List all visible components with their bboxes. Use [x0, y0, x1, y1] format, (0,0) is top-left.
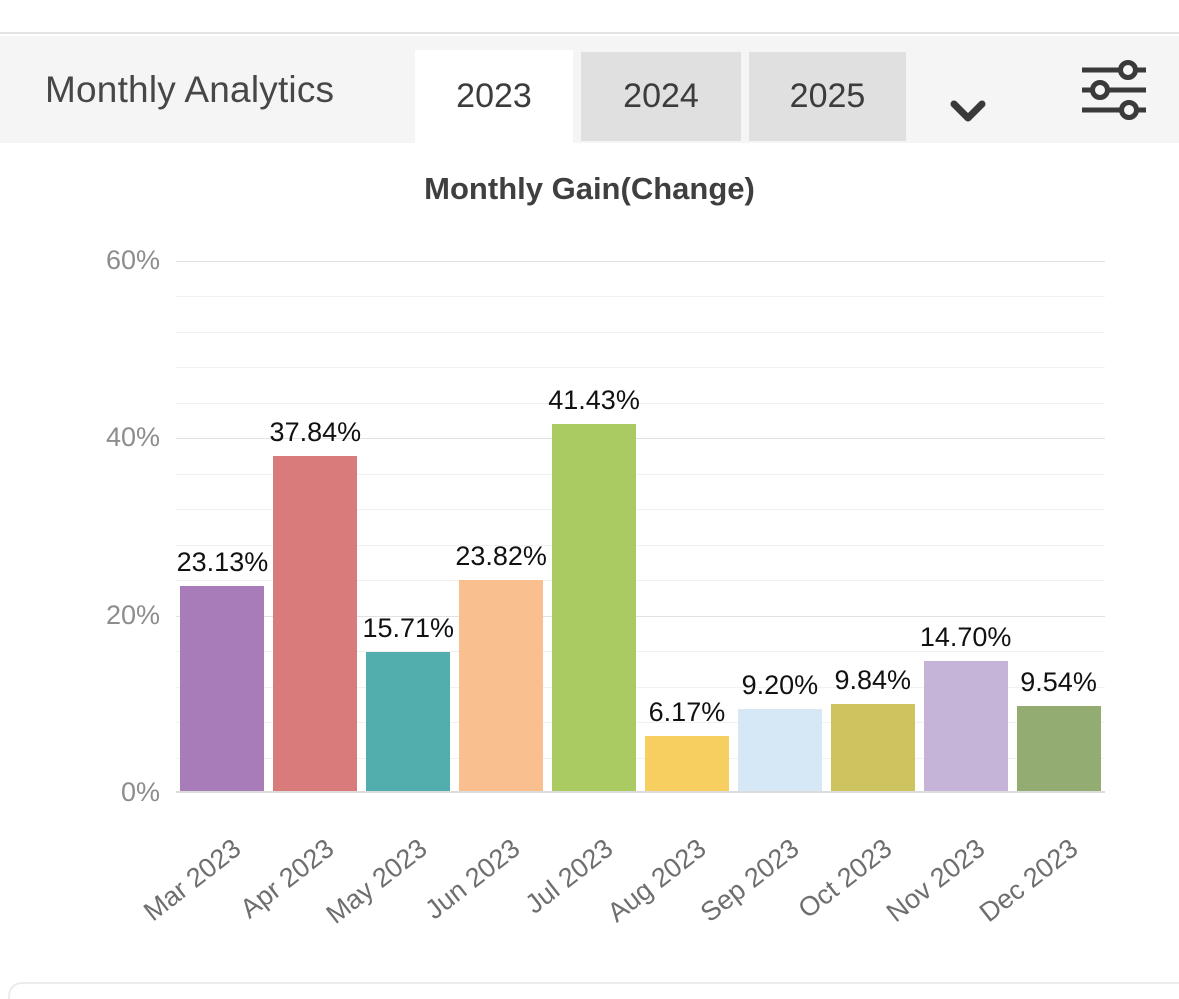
tab-year-2023[interactable]: 2023 [415, 50, 573, 143]
plot-area: 23.13% 37.84% 15.71% 23.82% 41.43% 6.17% 9.20%… [176, 261, 1105, 793]
bar-value-label: 6.17% [648, 697, 726, 728]
x-axis-tick-label: Nov 2023 [880, 833, 991, 928]
gridline-major [176, 615, 1105, 617]
gridline-minor [176, 331, 1105, 333]
x-axis-tick-label: May 2023 [320, 833, 433, 930]
sliders-icon [1081, 59, 1147, 124]
gridline-minor [176, 544, 1105, 546]
x-axis-tick-label: Aug 2023 [601, 833, 712, 928]
tab-year-2025[interactable]: 2025 [749, 52, 906, 141]
bar-jul-2023[interactable] [552, 423, 637, 791]
bar-value-label: 9.54% [1020, 667, 1097, 698]
bar-aug-2023[interactable] [644, 736, 729, 791]
y-axis-tick-label: 0% [120, 777, 160, 807]
gridline-minor [176, 686, 1105, 688]
gridline-minor [176, 296, 1105, 298]
bar-apr-2023[interactable] [273, 455, 358, 791]
gridline-minor [176, 651, 1105, 653]
filter-button[interactable] [1075, 58, 1153, 124]
bar-mar-2023[interactable] [180, 585, 265, 791]
gridline-minor [176, 580, 1105, 582]
bar-value-label: 37.84% [269, 416, 362, 447]
top-strip [0, 0, 1179, 34]
bar-value-label: 41.43% [548, 384, 640, 415]
gridline-major [176, 261, 1105, 262]
bar-jun-2023[interactable] [459, 579, 544, 791]
gridline-minor [176, 367, 1105, 369]
x-axis-tick-label: Jun 2023 [419, 833, 526, 926]
bar-may-2023[interactable] [366, 651, 451, 791]
y-axis-tick-label: 20% [105, 599, 160, 630]
header-bar: Monthly Analytics 2023 2024 2025 [0, 36, 1179, 143]
bottom-card [8, 982, 1179, 999]
bar-value-label: 14.70% [919, 621, 1012, 652]
bar-value-label: 15.71% [362, 612, 455, 643]
bar-value-label: 23.82% [455, 540, 547, 571]
y-axis-tick-label: 40% [105, 422, 160, 453]
x-axis-tick-label: Oct 2023 [792, 833, 898, 925]
chart-title: Monthly Gain(Change) [424, 171, 755, 206]
x-axis-tick-label: Dec 2023 [973, 833, 1084, 928]
x-axis-tick-label: Mar 2023 [138, 833, 247, 927]
gridline-minor [176, 757, 1105, 759]
bar-sep-2023[interactable] [737, 709, 822, 791]
bar-value-label: 9.84% [834, 664, 912, 695]
bar-nov-2023[interactable] [923, 660, 1008, 791]
tab-year-2024[interactable]: 2024 [581, 52, 741, 141]
gridline-minor [176, 402, 1105, 404]
gridline-major [176, 438, 1105, 440]
chevron-down-icon [949, 100, 987, 127]
x-axis-tick-label: Sep 2023 [694, 833, 805, 928]
y-axis-tick-label: 60% [105, 245, 160, 275]
bar-oct-2023[interactable] [830, 703, 915, 791]
bar-value-label: 9.20% [741, 670, 819, 701]
year-dropdown-button[interactable] [944, 96, 992, 130]
page-title: Monthly Analytics [45, 68, 335, 110]
gridline-minor [176, 473, 1105, 475]
gridline-minor [176, 722, 1105, 724]
bar-value-label: 23.13% [176, 546, 269, 577]
bar-dec-2023[interactable] [1016, 706, 1101, 791]
chart-canvas: Monthly Gain(Change) 23.13% 37.84% 15.71% 2… [0, 143, 1179, 999]
gridline-minor [176, 509, 1105, 511]
